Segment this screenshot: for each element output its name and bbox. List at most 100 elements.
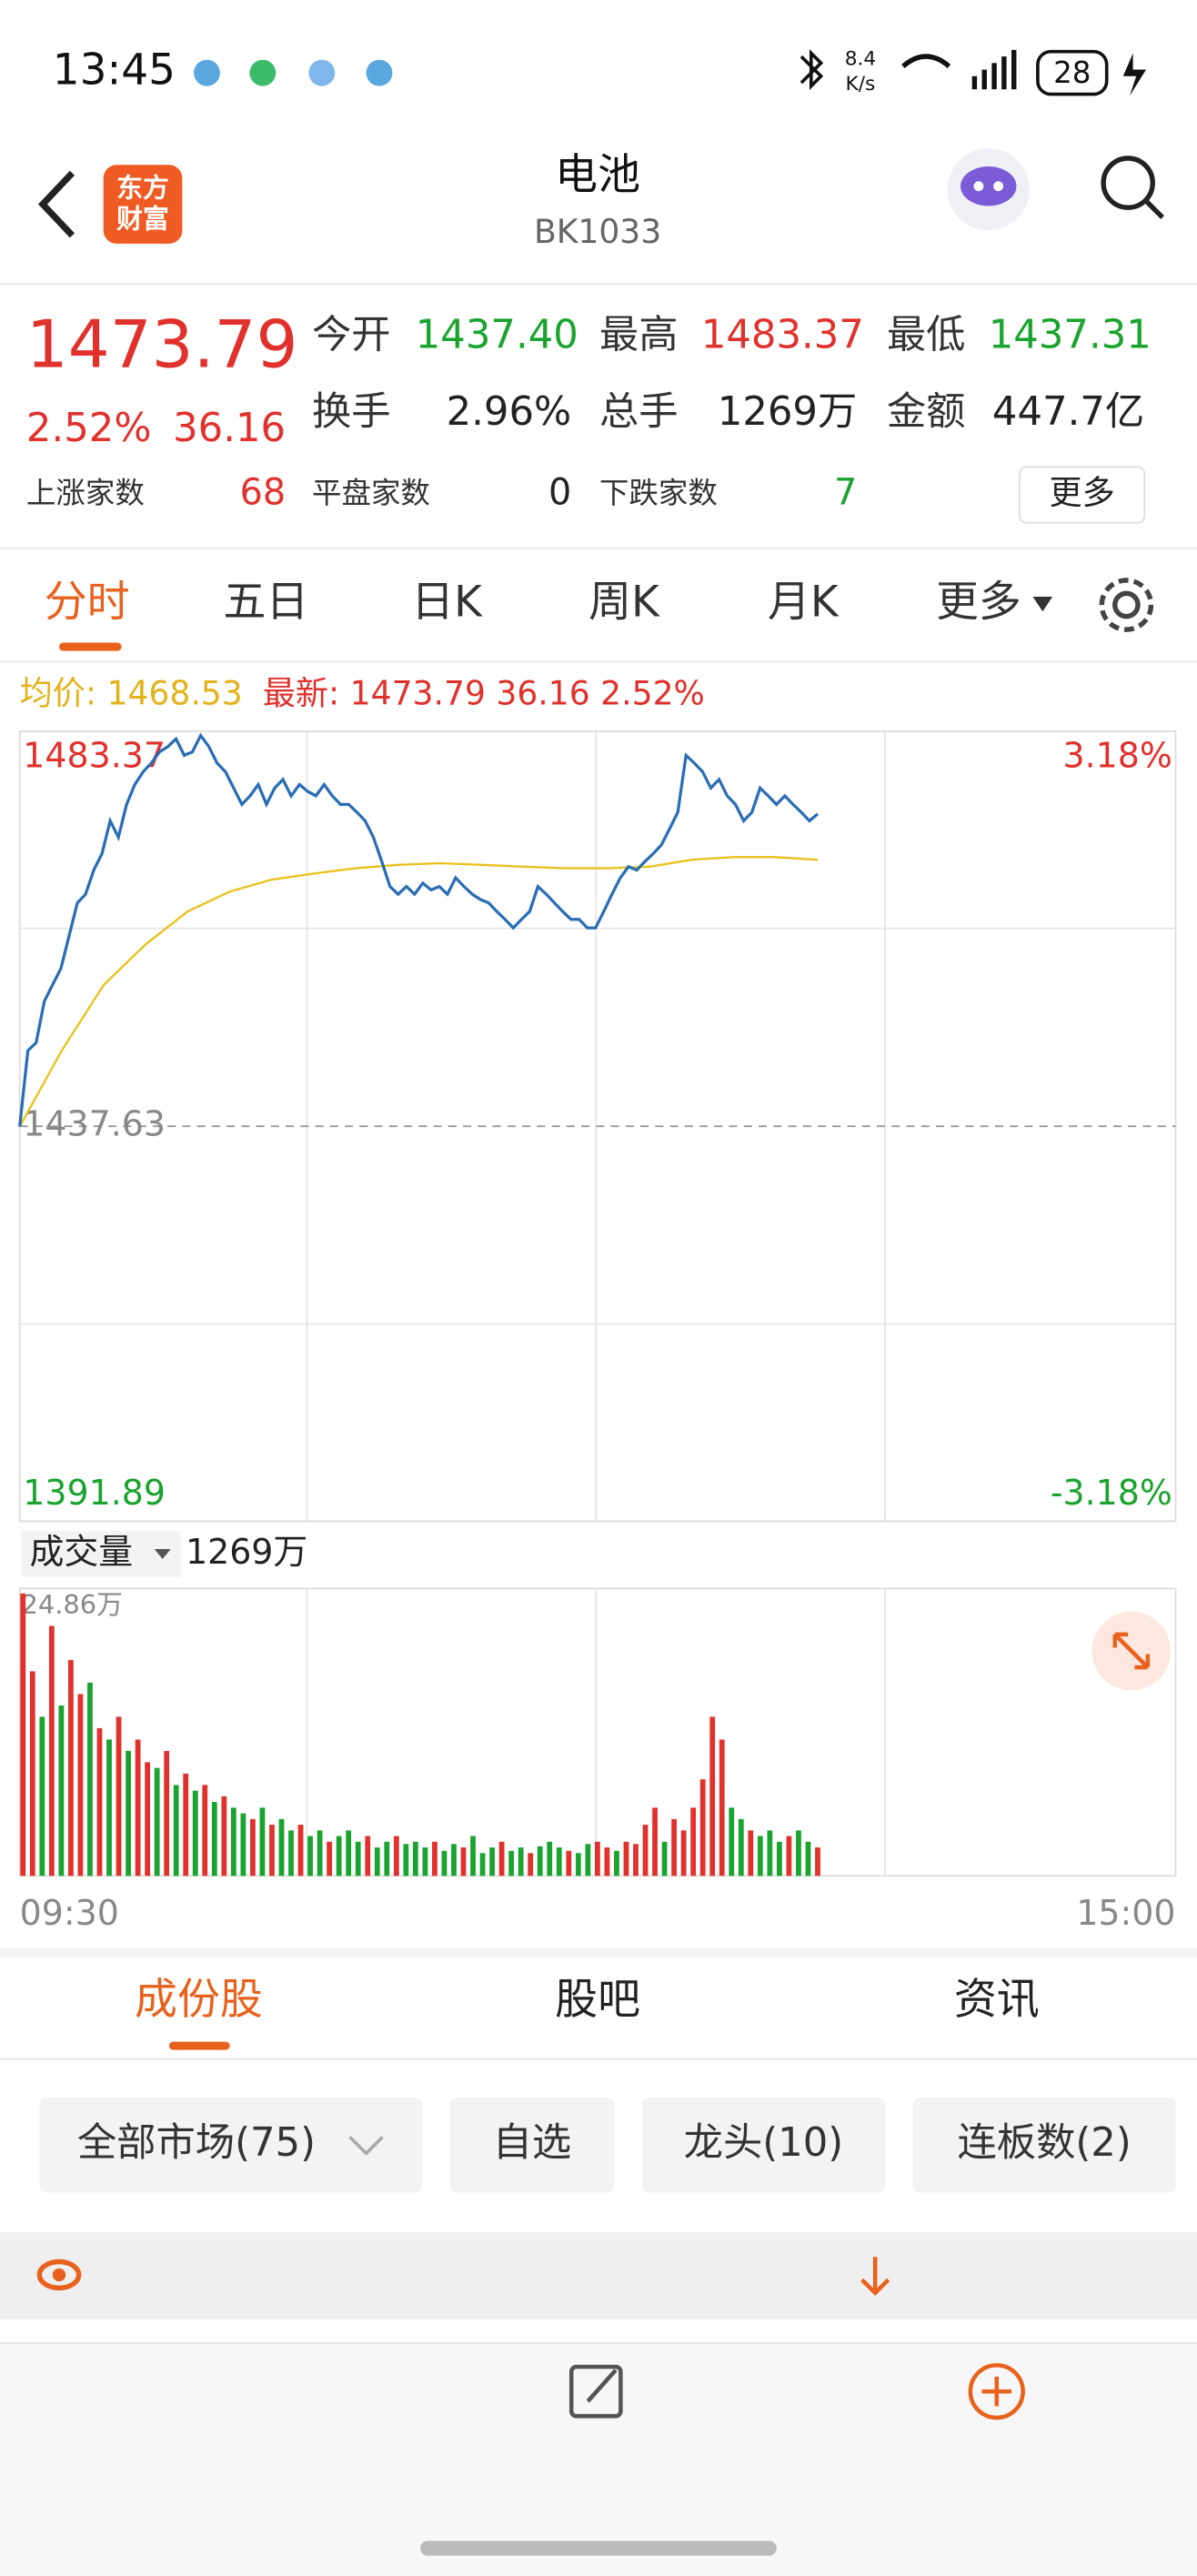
sub-tab[interactable]: 股吧 <box>555 1975 640 2025</box>
tab[interactable]: 日K <box>411 578 483 628</box>
tab[interactable]: 更多 <box>936 578 1021 628</box>
field-value: 1437.40 <box>416 312 578 357</box>
separator <box>0 1947 1197 1958</box>
eye-icon[interactable] <box>36 2259 82 2291</box>
search-button[interactable] <box>1101 156 1165 219</box>
logo-text: 东方 <box>116 172 169 203</box>
volume-bar <box>699 1779 706 1877</box>
volume-bar <box>297 1825 304 1877</box>
volume-label[interactable]: 成交量 <box>29 1532 133 1572</box>
volume-bar <box>796 1830 801 1877</box>
breadth-value: 68 <box>240 472 287 514</box>
volume-bar <box>633 1844 639 1877</box>
volume-bar <box>566 1850 572 1877</box>
filter-chip[interactable] <box>39 2097 422 2193</box>
expand-button[interactable] <box>1091 1611 1172 1691</box>
x-tick-label: 09:30 <box>20 1893 119 1933</box>
list-header <box>0 2231 1197 2319</box>
volume-bar <box>403 1844 409 1877</box>
volume-bar <box>126 1750 131 1877</box>
volume-bar <box>671 1818 677 1877</box>
field-label: 金额 <box>887 389 966 435</box>
filter-label[interactable]: 全部市场(75) <box>77 2120 316 2166</box>
settings-button[interactable] <box>1099 578 1154 632</box>
price: 1473.79 <box>26 307 298 383</box>
volume-bar <box>221 1796 227 1877</box>
volume-bar <box>537 1846 543 1877</box>
volume-bar <box>460 1847 467 1877</box>
filter-label[interactable]: 连板数(2) <box>957 2120 1131 2166</box>
volume-bar <box>135 1739 141 1877</box>
volume-bar <box>202 1785 208 1877</box>
tab[interactable]: 分时 <box>45 578 130 628</box>
pct-label: 3.18% <box>1063 735 1172 775</box>
battery <box>1036 49 1109 96</box>
dropdown-chevron <box>348 2136 384 2156</box>
volume-bar <box>327 1841 333 1877</box>
tab[interactable]: 五日 <box>224 578 309 628</box>
filter-chip[interactable] <box>641 2097 886 2193</box>
volume-bar <box>729 1807 735 1877</box>
latest-price: 最新: 1473.79 36.16 2.52% <box>263 673 705 712</box>
volume-bar <box>508 1850 515 1877</box>
divider <box>0 547 1197 549</box>
volume-bar <box>192 1790 198 1877</box>
volume-bar <box>767 1830 773 1877</box>
post-icon[interactable] <box>568 2364 623 2419</box>
volume-bar <box>556 1847 562 1877</box>
volume-bar <box>412 1841 418 1877</box>
avatar[interactable] <box>947 148 1030 231</box>
filter-label[interactable]: 龙头(10) <box>684 2120 844 2166</box>
change: 36.16 <box>173 406 286 451</box>
volume-selector[interactable] <box>21 1531 181 1577</box>
filter-chip[interactable] <box>449 2097 615 2193</box>
price-line <box>18 856 819 1128</box>
more-button-label[interactable]: 更多 <box>1050 473 1115 512</box>
tab[interactable]: 月K <box>768 578 840 628</box>
home-indicator <box>420 2541 777 2556</box>
breadth-label: 下跌家数 <box>599 476 718 510</box>
volume-bar <box>317 1830 323 1877</box>
breadth-value: 7 <box>834 472 857 514</box>
y-tick-label: 1483.37 <box>23 735 166 775</box>
net-speed-unit: K/s <box>846 73 876 96</box>
volume-bar <box>757 1836 763 1877</box>
volume-bar <box>498 1841 505 1877</box>
field-label: 换手 <box>312 389 391 435</box>
title: 电池 <box>555 150 640 200</box>
breadth-label: 平盘家数 <box>312 476 430 510</box>
volume-bar <box>585 1844 591 1877</box>
volume-bar <box>346 1830 352 1877</box>
volume-bar <box>489 1847 495 1877</box>
sub-tab[interactable]: 资讯 <box>954 1975 1040 2025</box>
sub-tab[interactable]: 成份股 <box>135 1975 263 2025</box>
volume-bar <box>470 1836 476 1877</box>
volume-bar <box>39 1716 45 1877</box>
add-icon[interactable] <box>968 2362 1025 2420</box>
volume-bar <box>288 1830 294 1877</box>
volume-bar <box>106 1739 112 1877</box>
volume-bar <box>384 1841 390 1877</box>
more-button[interactable] <box>1019 466 1146 524</box>
back-button[interactable] <box>37 170 75 238</box>
volume-bar <box>96 1727 103 1877</box>
signal-icons <box>800 49 1017 90</box>
field-value: 1483.37 <box>701 312 864 357</box>
volume-bar <box>211 1802 217 1877</box>
tab[interactable]: 周K <box>588 578 660 628</box>
volume-bar <box>432 1841 438 1877</box>
field-value: 2.96% <box>447 389 572 435</box>
volume-bar <box>451 1844 457 1877</box>
filter-chip[interactable] <box>912 2097 1176 2193</box>
volume-bar <box>518 1847 524 1877</box>
battery-level: 28 <box>1053 55 1091 90</box>
volume-bar <box>230 1807 236 1877</box>
volume-bar <box>374 1847 380 1877</box>
y-tick-label: 1437.63 <box>23 1104 166 1144</box>
logo <box>103 165 183 244</box>
field-label: 今开 <box>312 312 391 357</box>
filter-label[interactable]: 自选 <box>493 2120 572 2166</box>
clock: 13:45 <box>53 45 176 96</box>
volume-bar <box>528 1853 534 1877</box>
